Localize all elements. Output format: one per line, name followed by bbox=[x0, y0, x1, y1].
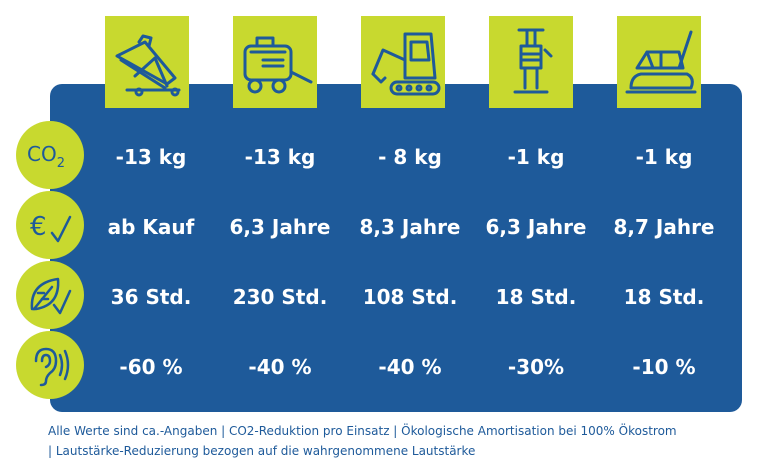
value-cell: 230 Std. bbox=[232, 285, 328, 309]
footnote: Alle Werte sind ca.-Angaben | CO2-Redukt… bbox=[48, 421, 748, 461]
value-cell: ab Kauf bbox=[107, 215, 195, 239]
compressor-icon bbox=[233, 16, 317, 108]
value-cell: 108 Std. bbox=[362, 285, 458, 309]
rammer-icon bbox=[489, 16, 573, 108]
value-cell: -1 kg bbox=[507, 145, 565, 169]
comparison-panel bbox=[50, 84, 742, 412]
value-cell: 6,3 Jahre bbox=[229, 215, 331, 239]
value-cell: -30% bbox=[507, 355, 565, 379]
ear-sound-icon bbox=[16, 331, 84, 399]
value-cell: 36 Std. bbox=[110, 285, 192, 309]
value-cell: -40 % bbox=[248, 355, 312, 379]
value-cell: 18 Std. bbox=[623, 285, 705, 309]
value-cell: -13 kg bbox=[244, 145, 316, 169]
value-cell: -13 kg bbox=[115, 145, 187, 169]
svg-text:€: € bbox=[30, 212, 47, 242]
value-cell: 6,3 Jahre bbox=[485, 215, 587, 239]
svg-text:CO2: CO2 bbox=[27, 142, 65, 171]
footnote-line-2: | Lautstärke-Reduzierung bezogen auf die… bbox=[48, 444, 476, 458]
leaf-check-icon bbox=[16, 261, 84, 329]
value-cell: -1 kg bbox=[635, 145, 693, 169]
value-cell: - 8 kg bbox=[378, 145, 442, 169]
value-cell: -60 % bbox=[119, 355, 183, 379]
euro-check-icon: € bbox=[16, 191, 84, 259]
footnote-line-1: Alle Werte sind ca.-Angaben | CO2-Redukt… bbox=[48, 424, 677, 438]
co2-icon: CO2 bbox=[16, 121, 84, 189]
conveyor-belt-icon bbox=[105, 16, 189, 108]
value-cell: 8,3 Jahre bbox=[359, 215, 461, 239]
co2-glyph: CO2 bbox=[27, 142, 65, 171]
value-cell: 18 Std. bbox=[495, 285, 577, 309]
mini-excavator-icon bbox=[361, 16, 445, 108]
value-cell: -10 % bbox=[632, 355, 696, 379]
value-cell: 8,7 Jahre bbox=[613, 215, 715, 239]
vibratory-plate-icon bbox=[617, 16, 701, 108]
value-cell: -40 % bbox=[378, 355, 442, 379]
